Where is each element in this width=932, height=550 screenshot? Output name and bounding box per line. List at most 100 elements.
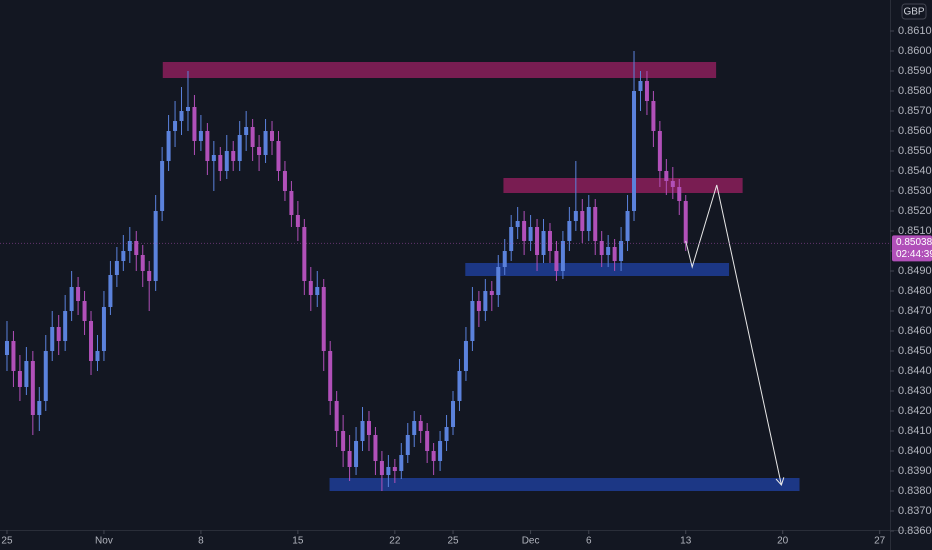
candle-body	[334, 401, 339, 431]
candle-body	[554, 251, 559, 271]
zone	[503, 178, 743, 193]
x-tick-label: Dec	[522, 536, 540, 547]
candle-body	[63, 311, 68, 341]
candle-body	[509, 227, 514, 251]
candle-body	[315, 287, 320, 295]
candle-body	[580, 211, 585, 231]
candle-body	[224, 151, 229, 171]
last-price-label: 0.85038	[896, 237, 932, 248]
candle-body	[567, 221, 572, 241]
candle-body	[82, 301, 87, 321]
candle-body	[625, 211, 630, 241]
candle-body	[405, 435, 410, 455]
candle-body	[173, 121, 178, 131]
candle-body	[683, 201, 688, 243]
candle-body	[496, 267, 501, 295]
candle-body	[476, 301, 481, 311]
zones	[162, 62, 800, 491]
candle-body	[347, 451, 352, 467]
candle-body	[166, 131, 171, 161]
candle-body	[373, 435, 378, 461]
candle-body	[108, 275, 113, 307]
candle-body	[276, 141, 281, 171]
candle-body	[457, 371, 462, 401]
candle-body	[76, 287, 81, 301]
candle-body	[638, 81, 643, 91]
candle-body	[651, 101, 656, 131]
candle-body	[599, 241, 604, 255]
candle-body	[366, 421, 371, 435]
candle-body	[295, 215, 300, 227]
candle-body	[606, 247, 611, 255]
candle-body	[114, 261, 119, 275]
candle-body	[69, 287, 74, 311]
candle-body	[392, 467, 397, 471]
candle-body	[134, 241, 139, 255]
candle-body	[425, 431, 430, 451]
candle-body	[664, 171, 669, 181]
candle-body	[354, 441, 359, 467]
candle-body	[101, 307, 106, 351]
last-price-badge	[892, 235, 932, 262]
candle-body	[30, 361, 35, 415]
candle-body	[593, 207, 598, 241]
candle-body	[244, 127, 249, 135]
candle-body	[341, 431, 346, 451]
candle-body	[502, 251, 507, 267]
candle-body	[147, 271, 152, 281]
overlay	[0, 184, 890, 486]
candle-body	[399, 455, 404, 471]
x-tick-label: 27	[874, 536, 886, 547]
x-tick-label: 6	[586, 536, 592, 547]
candle-body	[17, 371, 22, 387]
candle-body	[192, 107, 197, 141]
x-tick-label: 25	[1, 536, 13, 547]
candle-body	[43, 351, 48, 401]
candle-body	[573, 211, 578, 221]
candle-body	[50, 327, 55, 351]
candle-body	[89, 321, 94, 361]
candle-body	[231, 151, 236, 161]
candle-body	[528, 227, 533, 241]
candle-body	[328, 351, 333, 401]
candle-body	[257, 147, 262, 155]
x-tick-label: 13	[680, 536, 692, 547]
candle-body	[670, 181, 675, 187]
currency-box[interactable]	[901, 3, 927, 20]
candle-body	[160, 161, 165, 211]
candle-body	[56, 327, 61, 341]
candle-body	[237, 135, 242, 161]
candle-body	[263, 131, 268, 155]
candle-body	[270, 131, 275, 141]
candle-body	[11, 341, 16, 371]
candle-body	[218, 155, 223, 171]
candle-body	[95, 351, 100, 361]
candle-body	[418, 421, 423, 431]
candle-body	[619, 241, 624, 261]
candle-body	[302, 227, 307, 281]
candle-body	[522, 221, 527, 241]
x-tick-label: 20	[777, 536, 789, 547]
candle-body	[289, 191, 294, 215]
y-tick-label: 0.83600	[898, 525, 932, 537]
candle-body	[282, 171, 287, 191]
zone	[329, 478, 800, 491]
candle-body	[560, 241, 565, 271]
candle-body	[24, 361, 29, 387]
candle-body	[37, 401, 42, 415]
candle-body	[198, 131, 203, 141]
candle-body	[379, 461, 384, 475]
candles	[4, 51, 688, 491]
candle-body	[632, 91, 637, 211]
